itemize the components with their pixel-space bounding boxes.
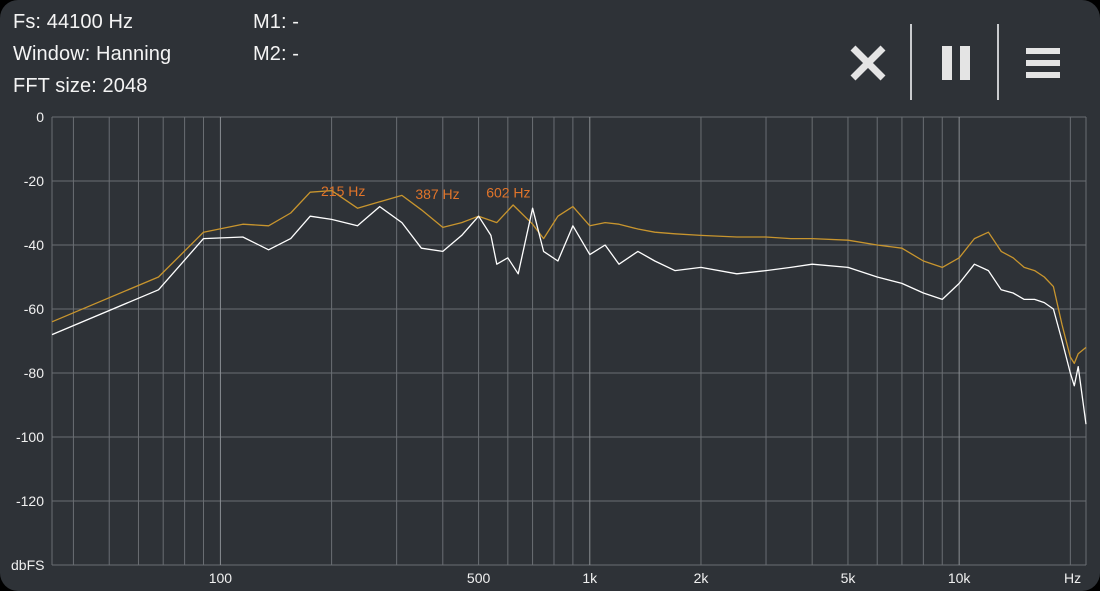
- x-tick-label: 10k: [948, 570, 972, 586]
- peak-frequency-label: 387 Hz: [415, 186, 459, 202]
- y-tick-label: -80: [24, 365, 44, 381]
- y-tick-label: -20: [24, 173, 44, 189]
- peak-frequency-label: 602 Hz: [486, 184, 530, 200]
- peak-spectrum-line: [51, 189, 1087, 365]
- y-tick-label: -40: [24, 237, 44, 253]
- y-tick-labels: 0 -20 -40 -60 -80 -100 -120: [16, 109, 44, 509]
- x-axis-unit-label: Hz: [1064, 570, 1081, 586]
- x-tick-label: 100: [209, 570, 233, 586]
- close-icon: [850, 45, 886, 81]
- marker-1-text: M1: -: [253, 11, 300, 33]
- toolbar-divider: [997, 24, 999, 100]
- marker-2-text: M2: -: [253, 43, 300, 65]
- y-tick-label: -100: [16, 429, 44, 445]
- x-tick-labels: 100 500 1k 2k 5k 10k: [209, 570, 972, 586]
- x-tick-label: 1k: [582, 570, 598, 586]
- y-axis-unit-label: dbFS: [11, 557, 44, 573]
- series-group: [51, 189, 1087, 425]
- y-grid: [52, 116, 1086, 566]
- pause-button[interactable]: [913, 24, 999, 102]
- current-spectrum-line: [51, 205, 1087, 425]
- close-button[interactable]: [825, 24, 911, 102]
- marker-info: M1: - M2: -: [253, 6, 299, 70]
- toolbar-divider: [910, 24, 912, 100]
- menu-button[interactable]: [1000, 24, 1086, 102]
- y-tick-label: -60: [24, 301, 44, 317]
- pause-icon: [942, 46, 970, 80]
- menu-icon: [1026, 48, 1060, 78]
- x-tick-label: 2k: [694, 570, 710, 586]
- fft-size-text: FFT size: 2048: [13, 75, 148, 97]
- x-grid: [51, 117, 1087, 565]
- window-type-text: Window: Hanning: [13, 43, 172, 65]
- y-tick-label: 0: [36, 109, 44, 125]
- peak-labels: 215 Hz 387 Hz 602 Hz: [321, 183, 531, 202]
- x-tick-label: 500: [467, 570, 491, 586]
- y-tick-label: -120: [16, 493, 44, 509]
- peak-frequency-label: 215 Hz: [321, 183, 365, 199]
- analysis-info: Fs: 44100 Hz Window: Hanning FFT size: 2…: [13, 6, 171, 102]
- x-tick-label: 5k: [841, 570, 857, 586]
- sample-rate-text: Fs: 44100 Hz: [13, 11, 134, 33]
